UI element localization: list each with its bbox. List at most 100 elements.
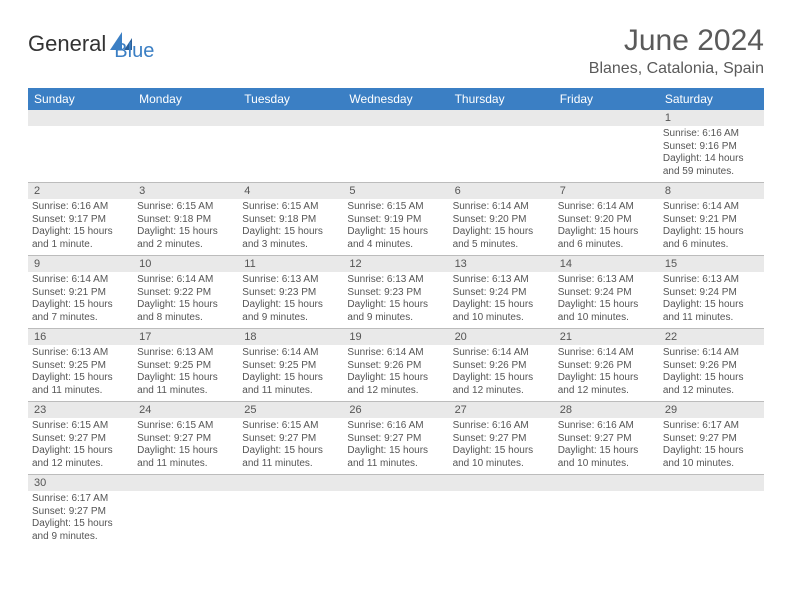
day-detail-line: Daylight: 15 hours <box>558 372 655 385</box>
day-cell <box>554 491 659 547</box>
day-cell: Sunrise: 6:15 AMSunset: 9:18 PMDaylight:… <box>238 199 343 255</box>
day-detail-line: and 11 minutes. <box>242 458 339 471</box>
day-cell: Sunrise: 6:15 AMSunset: 9:18 PMDaylight:… <box>133 199 238 255</box>
day-number <box>554 475 659 491</box>
day-header: Sunday <box>28 88 133 110</box>
day-detail-line: and 11 minutes. <box>137 458 234 471</box>
day-detail-line: and 7 minutes. <box>32 312 129 325</box>
daynum-row: 23242526272829 <box>28 402 764 418</box>
day-number: 20 <box>449 329 554 345</box>
day-detail-line: and 9 minutes. <box>32 531 129 544</box>
daynum-row: 30 <box>28 475 764 491</box>
day-detail-line: Sunrise: 6:14 AM <box>558 201 655 214</box>
day-detail-line: Daylight: 15 hours <box>453 299 550 312</box>
day-cell: Sunrise: 6:14 AMSunset: 9:20 PMDaylight:… <box>449 199 554 255</box>
day-detail-line: Sunset: 9:23 PM <box>242 287 339 300</box>
day-number <box>133 475 238 491</box>
day-number: 10 <box>133 256 238 272</box>
day-detail-line: Sunset: 9:23 PM <box>347 287 444 300</box>
day-number <box>133 110 238 126</box>
day-detail-line: Daylight: 15 hours <box>137 445 234 458</box>
day-detail-line: Sunset: 9:18 PM <box>242 214 339 227</box>
day-detail-line: Sunset: 9:18 PM <box>137 214 234 227</box>
day-headers: SundayMondayTuesdayWednesdayThursdayFrid… <box>28 88 764 110</box>
day-detail-line: Sunset: 9:26 PM <box>558 360 655 373</box>
day-detail-line: Daylight: 15 hours <box>347 226 444 239</box>
day-detail-line: Sunrise: 6:13 AM <box>558 274 655 287</box>
day-detail-line: Sunrise: 6:14 AM <box>663 201 760 214</box>
day-detail-line: Sunset: 9:27 PM <box>663 433 760 446</box>
day-detail-line: and 10 minutes. <box>453 458 550 471</box>
day-number: 15 <box>659 256 764 272</box>
day-cell <box>554 126 659 182</box>
day-number: 6 <box>449 183 554 199</box>
day-header: Thursday <box>449 88 554 110</box>
day-cell <box>343 126 448 182</box>
day-detail-line: and 5 minutes. <box>453 239 550 252</box>
day-cell <box>659 491 764 547</box>
week-row: Sunrise: 6:13 AMSunset: 9:25 PMDaylight:… <box>28 345 764 402</box>
day-cell: Sunrise: 6:16 AMSunset: 9:16 PMDaylight:… <box>659 126 764 182</box>
day-detail-line: Daylight: 15 hours <box>32 445 129 458</box>
day-detail-line: Sunset: 9:20 PM <box>453 214 550 227</box>
day-cell: Sunrise: 6:14 AMSunset: 9:26 PMDaylight:… <box>343 345 448 401</box>
day-detail-line: and 11 minutes. <box>663 312 760 325</box>
day-detail-line: Daylight: 15 hours <box>663 445 760 458</box>
day-number <box>449 110 554 126</box>
day-detail-line: Sunset: 9:20 PM <box>558 214 655 227</box>
day-detail-line: and 10 minutes. <box>453 312 550 325</box>
day-detail-line: Sunset: 9:26 PM <box>663 360 760 373</box>
day-detail-line: and 10 minutes. <box>558 458 655 471</box>
day-number: 7 <box>554 183 659 199</box>
day-detail-line: and 8 minutes. <box>137 312 234 325</box>
day-cell: Sunrise: 6:14 AMSunset: 9:21 PMDaylight:… <box>659 199 764 255</box>
day-number: 30 <box>28 475 133 491</box>
day-cell: Sunrise: 6:13 AMSunset: 9:23 PMDaylight:… <box>238 272 343 328</box>
day-detail-line: and 11 minutes. <box>242 385 339 398</box>
day-cell: Sunrise: 6:15 AMSunset: 9:27 PMDaylight:… <box>133 418 238 474</box>
day-detail-line: and 1 minute. <box>32 239 129 252</box>
day-detail-line: and 10 minutes. <box>558 312 655 325</box>
day-detail-line: Daylight: 15 hours <box>242 445 339 458</box>
day-detail-line: Sunset: 9:19 PM <box>347 214 444 227</box>
day-cell <box>238 126 343 182</box>
daynum-row: 1 <box>28 110 764 126</box>
day-number: 25 <box>238 402 343 418</box>
day-cell: Sunrise: 6:16 AMSunset: 9:27 PMDaylight:… <box>554 418 659 474</box>
week-row: Sunrise: 6:16 AMSunset: 9:17 PMDaylight:… <box>28 199 764 256</box>
week-row: Sunrise: 6:15 AMSunset: 9:27 PMDaylight:… <box>28 418 764 475</box>
week-row: Sunrise: 6:16 AMSunset: 9:16 PMDaylight:… <box>28 126 764 183</box>
day-number: 2 <box>28 183 133 199</box>
day-header: Tuesday <box>238 88 343 110</box>
day-cell: Sunrise: 6:13 AMSunset: 9:25 PMDaylight:… <box>133 345 238 401</box>
day-cell: Sunrise: 6:14 AMSunset: 9:25 PMDaylight:… <box>238 345 343 401</box>
day-cell: Sunrise: 6:14 AMSunset: 9:22 PMDaylight:… <box>133 272 238 328</box>
day-detail-line: Daylight: 15 hours <box>137 226 234 239</box>
day-header: Monday <box>133 88 238 110</box>
day-detail-line: Sunset: 9:16 PM <box>663 141 760 154</box>
day-number: 26 <box>343 402 448 418</box>
daynum-row: 9101112131415 <box>28 256 764 272</box>
day-number: 23 <box>28 402 133 418</box>
day-number: 8 <box>659 183 764 199</box>
day-cell: Sunrise: 6:17 AMSunset: 9:27 PMDaylight:… <box>659 418 764 474</box>
day-number: 22 <box>659 329 764 345</box>
day-cell: Sunrise: 6:14 AMSunset: 9:20 PMDaylight:… <box>554 199 659 255</box>
day-number: 13 <box>449 256 554 272</box>
day-detail-line: Sunset: 9:25 PM <box>242 360 339 373</box>
day-detail-line: and 12 minutes. <box>32 458 129 471</box>
day-detail-line: Daylight: 15 hours <box>347 299 444 312</box>
logo: General Blue <box>28 24 154 63</box>
day-cell: Sunrise: 6:13 AMSunset: 9:25 PMDaylight:… <box>28 345 133 401</box>
day-detail-line: Sunrise: 6:15 AM <box>137 420 234 433</box>
day-detail-line: Sunrise: 6:14 AM <box>137 274 234 287</box>
day-number: 11 <box>238 256 343 272</box>
day-detail-line: Daylight: 15 hours <box>453 445 550 458</box>
day-detail-line: Daylight: 15 hours <box>558 226 655 239</box>
day-header: Saturday <box>659 88 764 110</box>
day-number: 1 <box>659 110 764 126</box>
day-number: 5 <box>343 183 448 199</box>
day-detail-line: Sunrise: 6:16 AM <box>32 201 129 214</box>
day-detail-line: Sunset: 9:26 PM <box>347 360 444 373</box>
day-detail-line: Daylight: 15 hours <box>137 372 234 385</box>
